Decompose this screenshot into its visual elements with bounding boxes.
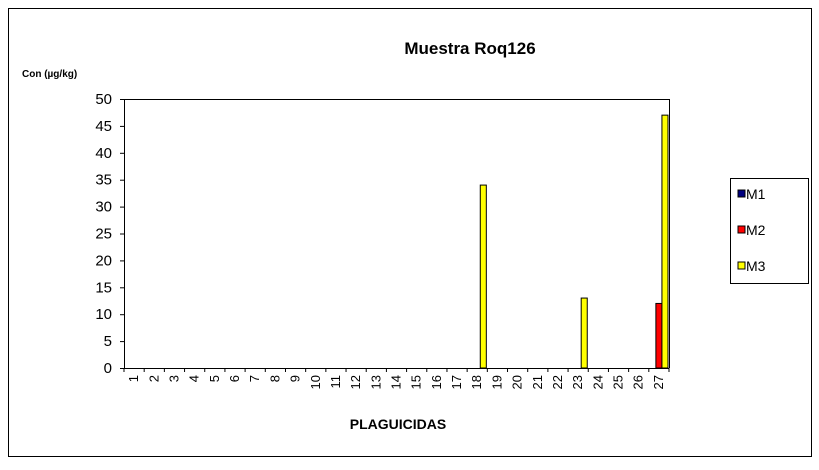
- y-tick-label: 50: [95, 91, 112, 108]
- x-tick-label: 7: [247, 375, 262, 382]
- legend-label: M2: [746, 222, 766, 238]
- y-tick-label: 30: [95, 199, 112, 216]
- x-tick-label: 4: [187, 375, 202, 382]
- legend-swatch: [737, 225, 746, 234]
- x-tick-label: 27: [651, 375, 666, 389]
- bar: [655, 302, 663, 369]
- x-tick-label: 2: [146, 375, 161, 382]
- x-tick-label: 21: [530, 375, 545, 389]
- chart-frame: [8, 8, 812, 457]
- y-tick-label: 10: [95, 306, 112, 323]
- x-tick-label: 23: [570, 375, 585, 389]
- x-tick-label: 19: [489, 375, 504, 389]
- y-tick-label: 5: [104, 333, 112, 350]
- x-tick-label: 17: [449, 375, 464, 389]
- bar: [661, 114, 669, 369]
- x-tick-label: 6: [227, 375, 242, 382]
- x-tick-label: 26: [631, 375, 646, 389]
- x-tick-label: 1: [126, 375, 141, 382]
- x-axis-label: PLAGUICIDAS: [350, 416, 446, 432]
- x-tick-label: 13: [368, 375, 383, 389]
- bar: [580, 297, 588, 369]
- x-tick-label: 18: [469, 375, 484, 389]
- x-tick-label: 16: [429, 375, 444, 389]
- x-tick-label: 11: [328, 375, 343, 389]
- chart-title: Muestra Roq126: [404, 39, 535, 58]
- legend-label: M3: [746, 258, 766, 274]
- x-tick-label: 20: [510, 375, 525, 389]
- y-tick-label: 45: [95, 118, 112, 135]
- x-tick-label: 22: [550, 375, 565, 389]
- x-tick-label: 8: [267, 375, 282, 382]
- y-tick-label: 35: [95, 172, 112, 189]
- y-tick-label: 0: [104, 360, 112, 377]
- y-tick-label: 20: [95, 252, 112, 269]
- bar: [479, 184, 487, 369]
- x-tick-label: 5: [207, 375, 222, 382]
- x-tick-label: 3: [166, 375, 181, 382]
- y-tick-label: 25: [95, 226, 112, 243]
- y-tick-label: 40: [95, 145, 112, 162]
- x-tick-label: 15: [409, 375, 424, 389]
- legend-label: M1: [746, 186, 766, 202]
- legend-swatch: [737, 189, 746, 198]
- y-tick-label: 15: [95, 279, 112, 296]
- x-tick-label: 24: [590, 375, 605, 389]
- legend-swatch: [737, 261, 746, 270]
- x-tick-label: 9: [288, 375, 303, 382]
- x-tick-label: 10: [308, 375, 323, 389]
- x-tick-label: 25: [611, 375, 626, 389]
- x-tick-label: 12: [348, 375, 363, 389]
- y-axis-label: Con (µg/kg): [22, 69, 77, 80]
- x-tick-label: 14: [389, 375, 404, 389]
